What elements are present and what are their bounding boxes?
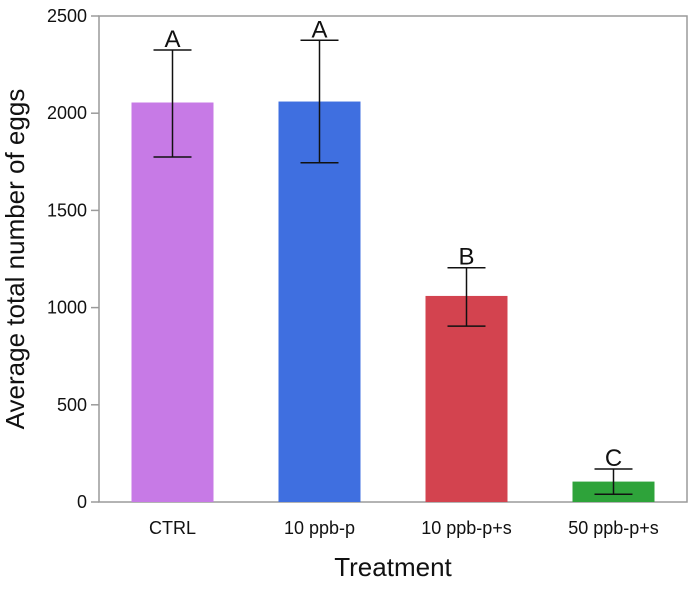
significance-letter-2: B xyxy=(458,244,474,271)
bars-group xyxy=(131,101,655,503)
y-axis-ticks: 0 500 1000 1500 2000 2500 xyxy=(47,6,99,512)
x-axis-title: Treatment xyxy=(334,552,452,582)
significance-letter-3: C xyxy=(605,445,622,472)
y-tick-label: 0 xyxy=(77,492,87,512)
x-axis-labels: CTRL 10 ppb-p 10 ppb-p+s 50 ppb-p+s xyxy=(149,518,659,538)
x-category-label-2: 10 ppb-p+s xyxy=(421,518,512,538)
x-category-label-3: 50 ppb-p+s xyxy=(568,518,659,538)
significance-letter-0: A xyxy=(164,26,180,53)
y-tick-label: 2000 xyxy=(47,103,87,123)
significance-letter-1: A xyxy=(311,16,327,43)
y-axis-title: Average total number of eggs xyxy=(0,89,30,430)
x-category-label-0: CTRL xyxy=(149,518,196,538)
bar-0 xyxy=(131,102,214,503)
bar-2 xyxy=(425,295,508,502)
y-tick-label: 2500 xyxy=(47,6,87,26)
plot-frame xyxy=(98,15,688,503)
x-category-label-1: 10 ppb-p xyxy=(284,518,355,538)
bar-1 xyxy=(278,101,361,502)
y-tick-label: 1500 xyxy=(47,200,87,220)
y-tick-label: 1000 xyxy=(47,298,87,318)
significance-letters-group: A A B C xyxy=(164,16,622,472)
y-tick-label: 500 xyxy=(57,395,87,415)
error-bars-group xyxy=(153,39,633,495)
